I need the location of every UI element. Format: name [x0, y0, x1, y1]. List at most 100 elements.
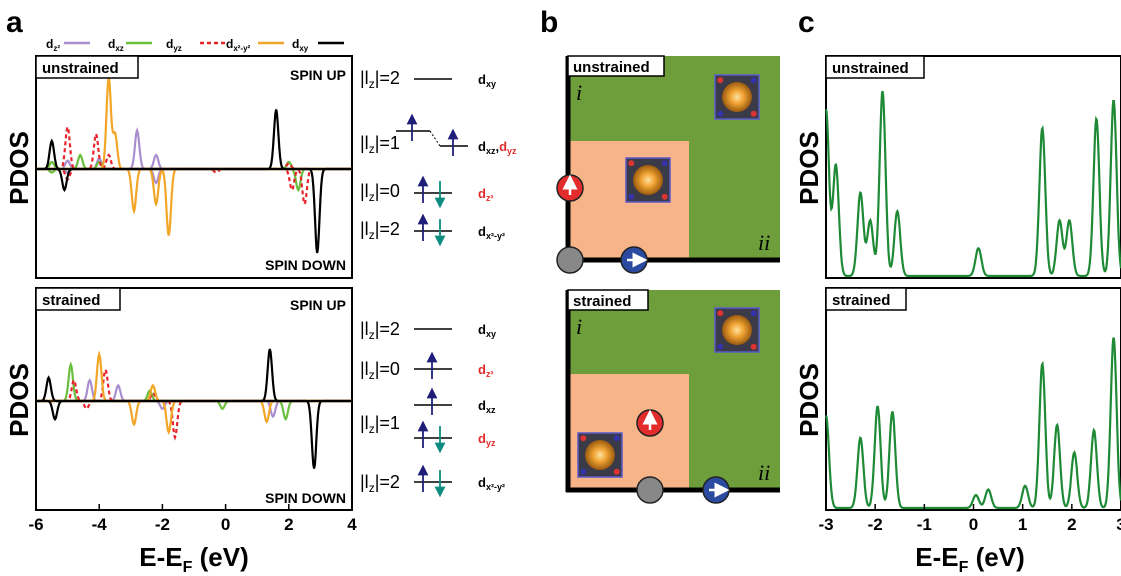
region-i-bottom: i [576, 314, 582, 339]
legend-label-dx2y2: dx²-y² [226, 37, 251, 53]
legend: dz² dxz dyz dx²-y² dxy [46, 37, 344, 53]
pdos-dx2y2-up [36, 350, 352, 403]
panel-letter-c: c [798, 6, 815, 39]
energy-level-diagram: |lz|=2 dxy |lz|=1 dxz,dyz |lz|=0 dz² |lz|=2 dx²… [360, 68, 517, 498]
legend-label-dz2: dz² [46, 37, 60, 53]
label-strained-c: strained [832, 292, 890, 309]
pdos-dyz-up [36, 366, 352, 403]
panel-b-objects [556, 74, 760, 504]
xlabel-c: E-EF (eV) [915, 542, 1024, 576]
lz-label: |lz|=2 [360, 319, 400, 342]
orbital-label: dz² [478, 362, 493, 379]
orbital-label: dyz [478, 431, 496, 448]
atom-marker [750, 110, 757, 117]
spin-up-bottom: SPIN UP [290, 297, 346, 313]
label-box-c-bottom [825, 287, 907, 311]
pdos-dxz-down [36, 399, 352, 422]
atom-marker [613, 468, 620, 475]
label-box-b-top [567, 55, 665, 77]
ylabel-a-bottom: PDOS [4, 363, 34, 437]
label-unstrained-b: unstrained [573, 59, 650, 76]
gray-site [556, 246, 584, 274]
lz-label: |lz|=2 [360, 219, 400, 242]
lz-label: |lz|=0 [360, 359, 400, 382]
orbital-label: dxy [478, 72, 496, 89]
atom-marker [750, 310, 757, 317]
legend-label-dxz: dxz [108, 37, 124, 53]
x-ticks-c: -3 -2 -1 0 1 2 3 [818, 504, 1121, 534]
pdos-dyz-down [36, 167, 352, 208]
label-box-a-bottom [35, 287, 121, 311]
label-box-c-top [825, 55, 925, 79]
panel-c-top-frame [825, 55, 1121, 279]
x-tick-label-a: -2 [155, 515, 170, 534]
atom-marker [628, 193, 635, 200]
atom-marker [628, 160, 635, 167]
pdos-dxy-up [36, 348, 352, 403]
spin-up-top: SPIN UP [290, 67, 346, 83]
pdos-dxy-down [36, 399, 352, 469]
orbital-lobe [633, 165, 663, 195]
x-tick-label-a: -6 [28, 515, 43, 534]
legend-label-dxy: dxy [292, 37, 309, 53]
pdos-dz2-up [36, 378, 352, 403]
orbital-lobe [585, 440, 615, 470]
x-tick-label-c: -2 [868, 515, 883, 534]
x-tick-label-c: -3 [818, 515, 833, 534]
orbital-label: dxz [478, 398, 496, 415]
orbital-label: dxz,dyz [478, 139, 517, 156]
atom-marker [580, 468, 587, 475]
label-box-b-bottom [567, 289, 649, 311]
atom-marker [750, 343, 757, 350]
orbital-lobe [722, 315, 752, 345]
pdos-dz2-down [36, 399, 352, 419]
orbital-label: dz² [478, 186, 493, 203]
x-tick-label-a: 0 [221, 515, 230, 534]
panel-a-top-curves [36, 77, 352, 254]
panel-c-bottom-curve [824, 337, 1121, 510]
orbital-lobe [722, 82, 752, 112]
spin-down-bottom: SPIN DOWN [265, 490, 346, 506]
panel-b-bottom: strained i ii [565, 289, 780, 493]
panel-a-bottom-curves [36, 348, 352, 469]
atom-marker [613, 435, 620, 442]
lz-label: |lz|=0 [360, 181, 400, 204]
pdos-dxy-down [36, 167, 352, 254]
panel-c-top-curve [824, 90, 1121, 278]
orbital-image [714, 74, 760, 120]
x-tick-label-c: 3 [1116, 515, 1121, 534]
region-ii-bottom: ii [758, 460, 770, 485]
label-unstrained-c: unstrained [832, 60, 909, 77]
panel-letter-b: b [540, 6, 558, 39]
orbital-image [577, 432, 623, 478]
label-unstrained-a: unstrained [42, 60, 119, 77]
lz-label: |lz|=2 [360, 472, 400, 495]
panel-a-bottom-frame [35, 287, 353, 511]
label-strained-b: strained [573, 293, 631, 310]
atom-marker [717, 343, 724, 350]
legend-label-dyz: dyz [166, 37, 182, 53]
atom-marker [661, 193, 668, 200]
x-tick-label-c: -1 [917, 515, 932, 534]
atom-marker [717, 110, 724, 117]
x-tick-label-c: 2 [1067, 515, 1076, 534]
label-strained-a: strained [42, 292, 100, 309]
region-i-top: i [576, 80, 582, 105]
atom-marker [580, 435, 587, 442]
atom-marker [750, 77, 757, 84]
ylabel-c-top: PDOS [794, 131, 824, 205]
orbital-image [714, 307, 760, 353]
pdos-dz2-down [36, 167, 352, 185]
x-tick-label-a: 2 [284, 515, 293, 534]
panel-letter-a: a [6, 6, 23, 39]
panel-a-top-frame [35, 55, 353, 279]
x-ticks-a: -6 -4 -2 0 2 4 [28, 504, 357, 534]
gray-site [636, 476, 664, 504]
region-ii-top: ii [758, 230, 770, 255]
atom-marker [661, 160, 668, 167]
orbital-image [625, 157, 671, 203]
pdos-dyz-down [36, 399, 352, 441]
x-tick-label-a: -4 [92, 515, 108, 534]
label-box-a-top [35, 55, 139, 79]
